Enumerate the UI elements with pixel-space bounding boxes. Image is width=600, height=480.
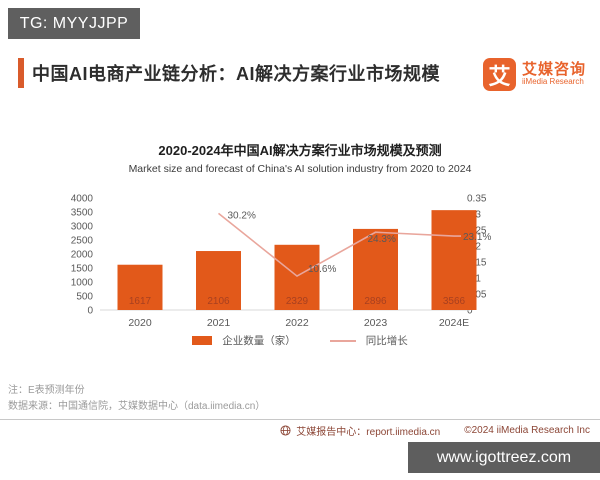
svg-text:2024E: 2024E xyxy=(439,317,469,329)
legend-bar-swatch xyxy=(192,336,213,345)
svg-text:2022: 2022 xyxy=(285,317,309,329)
svg-text:2896: 2896 xyxy=(364,296,387,307)
svg-text:1500: 1500 xyxy=(71,264,94,275)
svg-text:0.15: 0.15 xyxy=(467,258,487,269)
svg-text:2000: 2000 xyxy=(71,250,94,261)
footer-divider xyxy=(0,419,600,420)
svg-text:2023: 2023 xyxy=(364,317,388,329)
legend-bar-label: 企业数量（家） xyxy=(222,335,296,347)
legend-line-swatch xyxy=(329,339,356,342)
svg-text:30.2%: 30.2% xyxy=(228,210,256,221)
note-data-source: 数据来源：中国通信院，艾媒数据中心（data.iimedia.cn） xyxy=(8,401,266,412)
note-forecast-year: 注：E表预测年份 xyxy=(8,385,85,396)
tg-watermark-badge: TG: MYYJJPP xyxy=(8,8,140,39)
globe-icon xyxy=(280,425,291,436)
svg-text:0: 0 xyxy=(87,306,93,317)
footer: 艾媒报告中心：report.iimedia.cn ©2024 iiMedia R… xyxy=(280,423,590,438)
svg-text:2020: 2020 xyxy=(128,317,152,329)
logo-name-en: iiMedia Research xyxy=(521,77,584,87)
svg-text:23.1%: 23.1% xyxy=(463,232,491,243)
svg-text:1000: 1000 xyxy=(71,278,94,289)
iimedia-logo: 艾 艾媒咨询 iiMedia Research xyxy=(482,58,586,91)
footer-report-center: 艾媒报告中心：report.iimedia.cn xyxy=(296,427,441,438)
svg-text:10.6%: 10.6% xyxy=(308,264,336,275)
title-accent-bar xyxy=(18,58,24,88)
chart-legend: 企业数量（家） 同比增长 xyxy=(0,333,600,348)
svg-text:2021: 2021 xyxy=(207,317,231,329)
svg-text:4000: 4000 xyxy=(71,194,94,205)
svg-text:3500: 3500 xyxy=(71,208,94,219)
svg-text:3566: 3566 xyxy=(443,296,466,307)
chart-plot-area: 0 500 1000 1500 2000 2500 3000 3500 4000 0 0.05 0.1… xyxy=(71,194,492,330)
svg-text:0.05: 0.05 xyxy=(467,290,487,301)
svg-text:500: 500 xyxy=(76,292,93,303)
footer-copyright: ©2024 iiMedia Research Inc xyxy=(464,425,590,436)
svg-text:3000: 3000 xyxy=(71,222,94,233)
header: 中国AI电商产业链分析：AI解决方案行业市场规模 xyxy=(18,58,450,88)
legend-line-label: 同比增长 xyxy=(365,335,408,347)
website-watermark-badge: www.igottreez.com xyxy=(408,442,600,473)
svg-text:1617: 1617 xyxy=(129,296,152,307)
svg-text:2106: 2106 xyxy=(207,296,230,307)
svg-text:0: 0 xyxy=(467,306,473,317)
svg-text:2329: 2329 xyxy=(286,296,309,307)
chart-notes: 注：E表预测年份 数据来源：中国通信院，艾媒数据中心（data.iimedia.… xyxy=(8,383,265,415)
svg-text:0.35: 0.35 xyxy=(467,194,487,205)
iimedia-logo-icon: 艾 xyxy=(482,58,516,91)
chart-subtitle: Market size and forecast of China's AI s… xyxy=(128,163,472,175)
chart-header: 2020-2024年中国AI解决方案行业市场规模及预测 Market size … xyxy=(0,140,600,175)
page-title: 中国AI电商产业链分析：AI解决方案行业市场规模 xyxy=(32,64,440,84)
chart-title: 2020-2024年中国AI解决方案行业市场规模及预测 xyxy=(158,143,442,158)
svg-text:24.3%: 24.3% xyxy=(368,234,396,245)
svg-text:0.25: 0.25 xyxy=(467,226,487,237)
logo-name-cn: 艾媒咨询 xyxy=(521,60,586,78)
svg-text:2500: 2500 xyxy=(71,236,94,247)
